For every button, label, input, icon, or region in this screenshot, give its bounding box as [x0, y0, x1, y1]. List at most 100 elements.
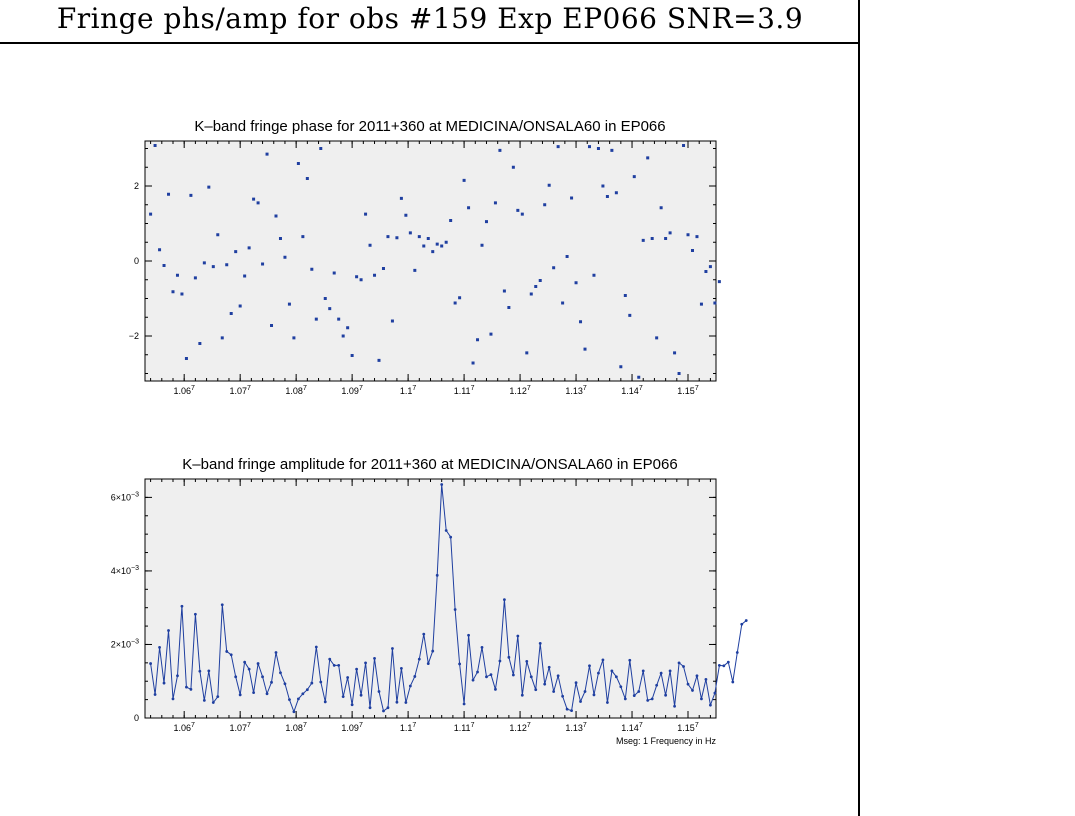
phase-point: [229, 312, 233, 315]
amplitude-point: [391, 647, 394, 650]
amplitude-point: [574, 681, 578, 685]
phase-point: [655, 336, 659, 340]
phase-point: [677, 372, 681, 375]
amplitude-point: [655, 683, 659, 687]
phase-point: [202, 261, 206, 265]
amplitude-point: [717, 664, 721, 667]
amplitude-plot: K–band fringe amplitude for 2011+360 at …: [111, 456, 748, 746]
phase-point: [283, 255, 287, 259]
phase-point: [175, 273, 179, 277]
amplitude-point: [547, 665, 551, 669]
amplitude-point: [149, 662, 152, 665]
y-tick-label: 2: [134, 181, 139, 191]
amplitude-point: [529, 675, 533, 679]
phase-point: [453, 301, 457, 305]
phase-point: [435, 242, 439, 246]
phase-point: [713, 301, 717, 305]
amplitude-point: [579, 700, 582, 703]
phase-point: [341, 334, 345, 338]
amplitude-point: [417, 657, 421, 661]
amplitude-point: [323, 700, 327, 704]
phase-plot: K–band fringe phase for 2011+360 at MEDI…: [129, 118, 721, 396]
phase-point: [261, 262, 265, 266]
amplitude-point: [301, 692, 305, 696]
phase-point: [628, 313, 632, 317]
phase-point: [234, 250, 238, 254]
amplitude-point: [395, 700, 399, 704]
phase-point: [610, 148, 614, 152]
phase-point: [534, 285, 538, 288]
phase-point: [216, 233, 220, 237]
amplitude-point: [610, 669, 614, 673]
phase-point: [556, 145, 560, 149]
amplitude-point: [458, 662, 462, 666]
phase-point: [659, 206, 663, 210]
y-tick-label: 2×10−3: [111, 638, 139, 649]
phase-point: [368, 243, 372, 247]
phase-point: [484, 220, 488, 224]
phase-point: [247, 246, 251, 250]
phase-point: [377, 358, 381, 362]
amplitude-point: [256, 662, 260, 665]
phase-point: [673, 351, 677, 355]
phase-point: [704, 270, 708, 273]
x-tick-label: 1.157: [677, 385, 699, 396]
amplitude-point: [637, 690, 641, 693]
phase-point: [650, 237, 654, 240]
amplitude-point: [735, 651, 739, 654]
amplitude-point: [614, 675, 618, 679]
amplitude-point: [485, 675, 488, 679]
amplitude-point: [310, 681, 314, 685]
amplitude-point: [167, 629, 170, 632]
amplitude-point: [189, 687, 193, 691]
phase-point: [574, 281, 578, 285]
amplitude-point: [364, 661, 367, 665]
phase-point: [596, 147, 600, 150]
phase-point: [690, 249, 694, 252]
phase-point: [614, 191, 618, 195]
phase-point: [404, 213, 408, 217]
amplitude-point: [238, 693, 242, 697]
amplitude-point: [185, 685, 188, 689]
phase-point: [337, 317, 341, 321]
amplitude-point: [283, 682, 287, 686]
amplitude-point: [565, 707, 569, 711]
x-tick-label: 1.067: [173, 722, 195, 733]
phase-point: [171, 290, 175, 294]
amplitude-point: [220, 603, 224, 607]
amplitude-point: [314, 645, 318, 649]
phase-point: [489, 332, 493, 336]
phase-point: [664, 237, 668, 240]
phase-point: [462, 178, 466, 182]
plot-title: K–band fringe amplitude for 2011+360 at …: [182, 456, 677, 473]
amplitude-point: [691, 689, 694, 692]
amplitude-point: [677, 661, 681, 665]
x-tick-label: 1.17: [400, 385, 417, 396]
x-tick-label: 1.097: [341, 385, 363, 396]
amplitude-series-line: [150, 484, 747, 714]
amplitude-point: [592, 693, 596, 697]
phase-point: [458, 296, 462, 300]
amplitude-point: [404, 701, 408, 704]
phase-point: [422, 244, 426, 248]
x-tick-label: 1.087: [285, 722, 307, 733]
amplitude-point: [588, 664, 591, 668]
amplitude-point: [162, 681, 166, 685]
phase-point: [516, 208, 520, 212]
phase-point: [395, 236, 399, 240]
amplitude-point: [408, 684, 412, 688]
amplitude-point: [413, 675, 417, 678]
plot-area: [144, 140, 717, 382]
plot-area: [144, 478, 717, 719]
amplitude-point: [274, 651, 278, 654]
amplitude-point: [399, 666, 403, 670]
amplitude-point: [700, 697, 703, 701]
phase-point: [623, 294, 627, 297]
amplitude-point: [198, 669, 202, 673]
phase-point: [359, 278, 363, 282]
phase-point: [605, 195, 609, 198]
amplitude-point: [516, 634, 520, 638]
x-tick-label: 1.117: [454, 385, 475, 396]
amplitude-point: [659, 671, 663, 675]
amplitude-point: [619, 685, 623, 689]
